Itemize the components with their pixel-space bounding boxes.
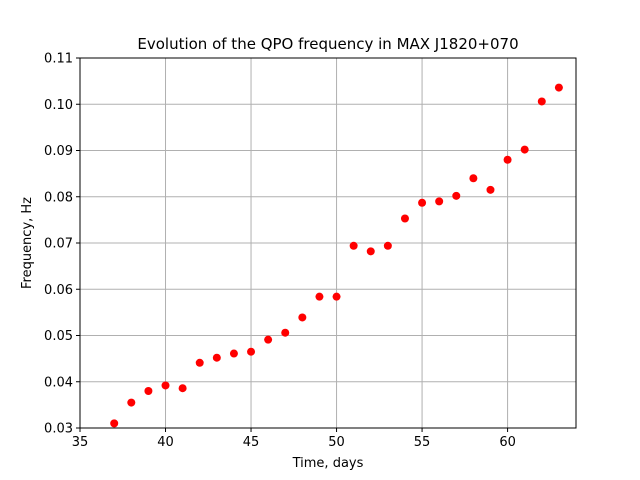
data-point <box>486 185 495 194</box>
y-tick-label: 0.10 <box>44 98 73 113</box>
x-tick-label: 55 <box>414 435 431 450</box>
data-point <box>195 358 204 367</box>
y-axis-ticks: 0.03 0.04 0.05 0.06 0.07 0.08 0.09 0.10 0.11 <box>44 52 80 437</box>
data-point <box>161 381 170 390</box>
data-point <box>332 292 341 301</box>
data-point <box>315 292 324 301</box>
data-point <box>435 197 444 206</box>
data-point <box>383 241 392 250</box>
x-tick-label: 45 <box>243 435 260 450</box>
x-tick-label: 50 <box>328 435 345 450</box>
data-point <box>469 174 478 183</box>
data-point <box>400 214 409 223</box>
data-point <box>229 349 238 358</box>
data-point <box>503 155 512 164</box>
y-tick-label: 0.08 <box>44 190 73 205</box>
data-point <box>178 384 187 393</box>
data-point <box>298 313 307 322</box>
y-tick-label: 0.04 <box>44 375 73 390</box>
data-point <box>212 353 221 362</box>
data-point <box>349 241 358 250</box>
data-point <box>127 398 136 407</box>
y-axis-label: Frequency, Hz <box>20 197 35 289</box>
data-point <box>281 328 290 337</box>
x-tick-label: 60 <box>499 435 516 450</box>
y-tick-label: 0.05 <box>44 329 73 344</box>
data-point <box>418 198 427 207</box>
data-point <box>247 347 256 356</box>
x-tick-label: 35 <box>72 435 89 450</box>
data-point <box>554 83 563 92</box>
data-point <box>452 191 461 200</box>
x-axis-label: Time, days <box>292 456 364 471</box>
data-point <box>537 97 546 106</box>
data-point <box>520 145 529 154</box>
chart-title: Evolution of the QPO frequency in MAX J1… <box>137 35 518 53</box>
y-tick-label: 0.03 <box>44 422 73 437</box>
y-tick-label: 0.07 <box>44 237 73 252</box>
y-tick-label: 0.09 <box>44 144 73 159</box>
y-tick-label: 0.06 <box>44 283 73 298</box>
data-point <box>264 335 273 344</box>
x-tick-label: 40 <box>157 435 174 450</box>
data-point <box>144 387 153 395</box>
x-axis-ticks: 35 40 45 50 55 60 <box>72 428 516 450</box>
data-point <box>110 419 119 428</box>
data-point <box>366 247 375 256</box>
data-points <box>110 83 563 428</box>
y-tick-label: 0.11 <box>44 52 73 67</box>
